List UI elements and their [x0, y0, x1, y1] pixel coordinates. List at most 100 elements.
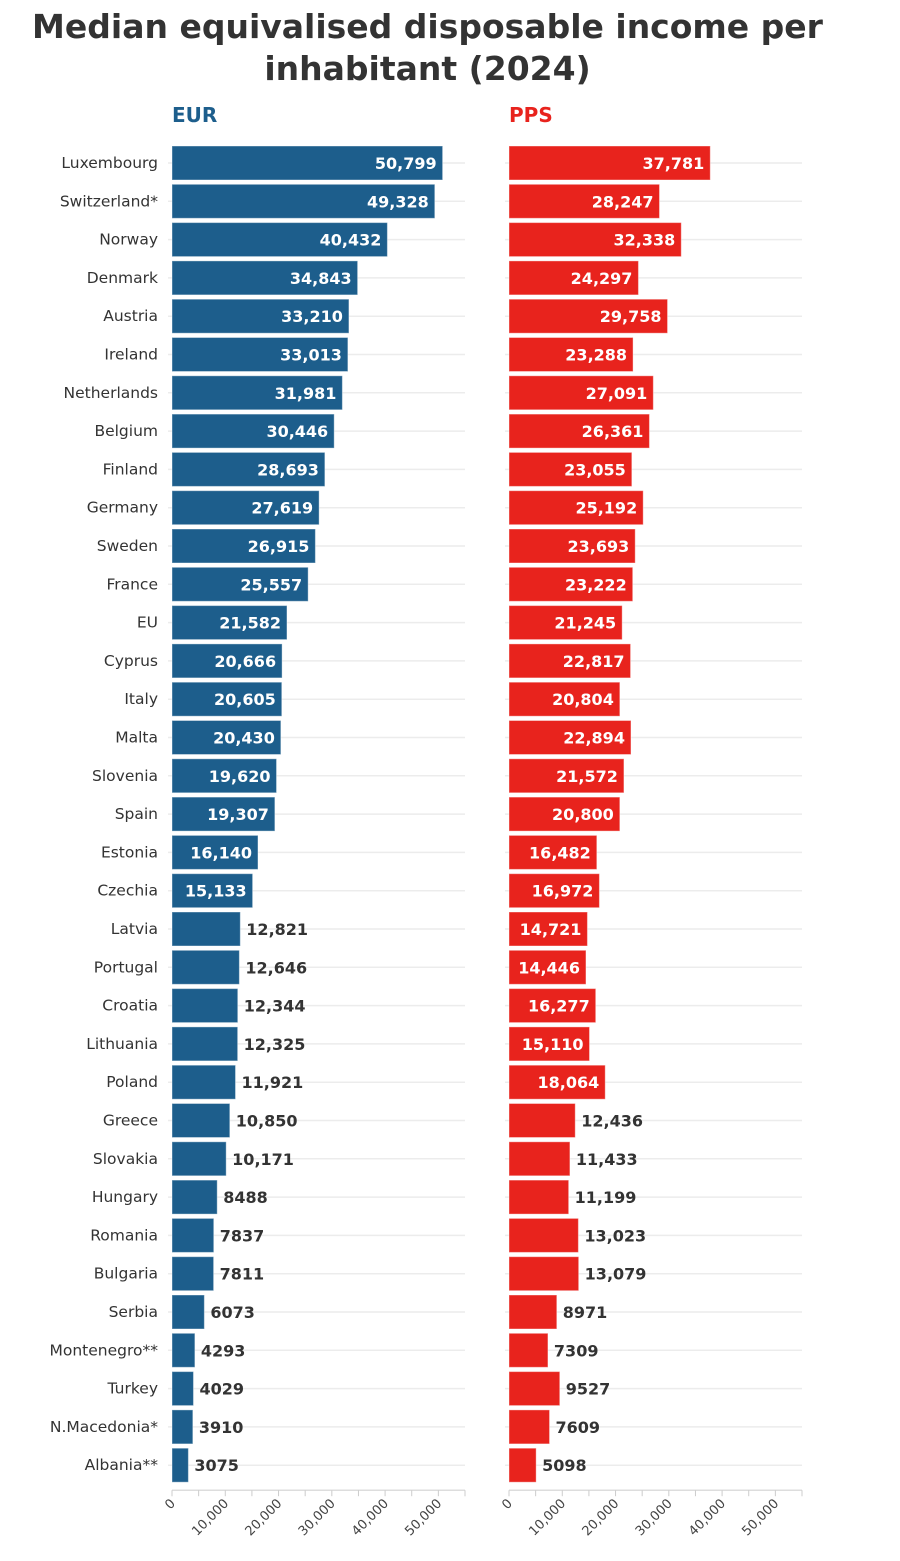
bar [171, 298, 350, 334]
bar [508, 834, 598, 870]
value-label: 15,133 [185, 882, 247, 901]
value-label: 20,804 [552, 690, 614, 709]
value-label: 29,758 [600, 307, 662, 326]
bar [508, 145, 711, 181]
x-tick-label: 20,000 [243, 1496, 286, 1539]
bar [508, 1294, 558, 1330]
bar [508, 1256, 580, 1292]
bar [171, 1141, 227, 1177]
category-label: Finland [103, 460, 158, 478]
value-label: 16,482 [529, 843, 591, 862]
value-label: 7811 [220, 1265, 265, 1284]
category-label: Hungary [92, 1188, 158, 1206]
bar [171, 834, 259, 870]
x-tick-label: 40,000 [349, 1496, 392, 1539]
bar [171, 1409, 194, 1445]
value-label: 15,110 [522, 1035, 584, 1054]
x-tick-label: 50,000 [739, 1496, 782, 1539]
bar [171, 1026, 239, 1062]
value-label: 26,361 [582, 422, 644, 441]
bar [171, 1217, 215, 1253]
bar [508, 337, 634, 372]
value-label: 28,693 [257, 460, 319, 479]
bar [508, 1447, 537, 1483]
value-label: 34,843 [290, 269, 352, 288]
value-label: 24,297 [571, 269, 633, 288]
panel-title-eur: EUR [172, 103, 217, 127]
bar [508, 1332, 549, 1368]
value-label: 21,572 [556, 767, 618, 786]
bar [171, 222, 388, 258]
bar [171, 1294, 205, 1330]
category-label: EU [137, 614, 158, 632]
bar [171, 720, 282, 755]
value-label: 21,582 [219, 614, 281, 633]
category-label: France [106, 575, 158, 593]
bar [171, 183, 436, 219]
value-label: 11,199 [575, 1188, 637, 1207]
x-tick-label: 0 [162, 1496, 178, 1512]
value-label: 7309 [554, 1341, 599, 1360]
bar [171, 796, 276, 832]
bar [508, 566, 634, 602]
bar [171, 1447, 189, 1483]
value-label: 8488 [223, 1188, 268, 1207]
category-label: Estonia [101, 843, 158, 861]
x-tick-label: 30,000 [633, 1496, 676, 1539]
category-label: Germany [87, 499, 158, 517]
panel-title-pps: PPS [509, 103, 553, 127]
category-label: Ireland [104, 346, 158, 364]
value-label: 20,605 [214, 690, 276, 709]
category-label: Czechia [97, 882, 158, 900]
bar [508, 643, 632, 679]
bar [508, 988, 597, 1024]
category-label: Montenegro** [49, 1341, 158, 1359]
value-label: 6073 [210, 1303, 255, 1322]
bar [508, 1141, 571, 1177]
value-label: 20,800 [552, 805, 614, 824]
value-label: 32,338 [614, 231, 676, 250]
bar [171, 758, 278, 794]
value-label: 10,171 [232, 1150, 294, 1169]
value-label: 3075 [194, 1456, 239, 1475]
value-label: 37,781 [643, 154, 705, 173]
value-label: 30,446 [266, 422, 328, 441]
value-label: 8971 [563, 1303, 608, 1322]
value-label: 25,557 [240, 575, 302, 594]
category-label: Italy [124, 690, 158, 708]
value-label: 11,921 [242, 1073, 304, 1092]
bar [171, 145, 444, 181]
bar [508, 796, 621, 832]
category-label: Cyprus [104, 652, 158, 670]
value-label: 14,721 [520, 920, 582, 939]
bar [508, 222, 682, 258]
value-label: 16,140 [190, 843, 252, 862]
value-label: 5098 [542, 1456, 587, 1475]
value-label: 12,646 [245, 958, 307, 977]
value-label: 7837 [220, 1226, 265, 1245]
bar [508, 528, 636, 564]
value-label: 20,430 [213, 729, 275, 748]
bar [171, 260, 359, 296]
bar [171, 490, 320, 526]
bar [508, 1409, 551, 1445]
value-label: 12,344 [244, 997, 306, 1016]
value-label: 19,620 [209, 767, 271, 786]
value-label: 50,799 [375, 154, 437, 173]
value-label: 7609 [556, 1418, 601, 1437]
value-label: 9527 [566, 1380, 611, 1399]
category-label: Spain [115, 805, 158, 823]
x-tick-label: 30,000 [296, 1496, 339, 1539]
bar [508, 1026, 590, 1062]
bar [508, 1064, 606, 1100]
value-label: 23,222 [565, 575, 627, 594]
bar [171, 1179, 218, 1215]
value-label: 16,972 [532, 882, 594, 901]
value-label: 12,821 [246, 920, 308, 939]
value-label: 49,328 [367, 192, 429, 211]
x-tick-label: 10,000 [189, 1496, 232, 1539]
category-label: Switzerland* [60, 192, 158, 210]
value-label: 19,307 [207, 805, 269, 824]
bar [171, 949, 240, 985]
